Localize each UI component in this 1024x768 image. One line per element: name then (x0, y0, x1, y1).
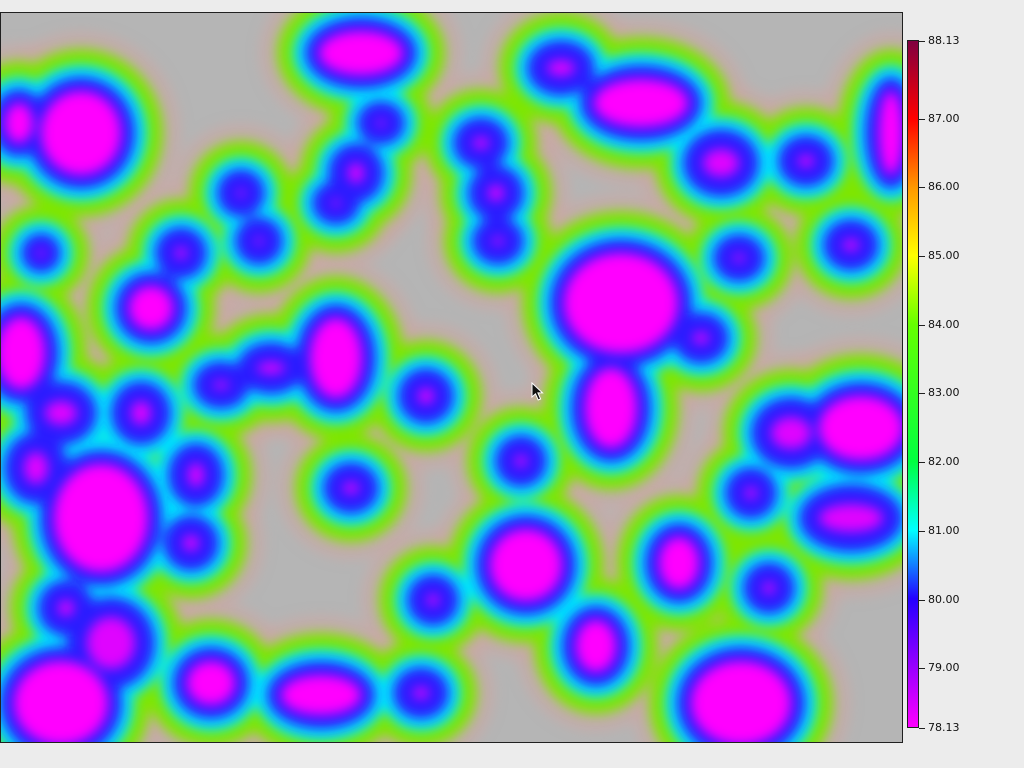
arrow-cursor-icon (531, 382, 544, 401)
heatmap-blob-core (58, 600, 74, 616)
heatmap-canvas[interactable] (1, 13, 903, 743)
heatmap-blob (490, 529, 562, 601)
colorbar-tick (919, 530, 925, 532)
heatmap-blob-core (488, 185, 504, 201)
heatmap-blob-core (237, 189, 245, 197)
heatmap-blob (5, 103, 33, 143)
heatmap-blob-core (87, 617, 135, 669)
colorbar-tick-label: 88.13 (928, 34, 960, 47)
heatmap-blob (819, 396, 902, 460)
heatmap-blob (319, 31, 403, 75)
heatmap-blob-core (798, 155, 814, 167)
heatmap-blob-core (257, 362, 285, 374)
heatmap-blob-core (348, 163, 364, 183)
heatmap-blob (310, 318, 362, 398)
heatmap-blob-core (418, 388, 434, 404)
colorbar-tick (919, 393, 925, 395)
heatmap-blob-core (131, 401, 151, 425)
heatmap-blob-core (37, 249, 45, 257)
colorbar-tick (919, 462, 925, 464)
heatmap-blob-core (703, 149, 739, 177)
heatmap-blob (41, 91, 121, 175)
heatmap-blob-core (255, 237, 263, 245)
colorbar-tick (919, 256, 925, 258)
heatmap-blob (576, 620, 616, 672)
colorbar-tick-label: 81.00 (928, 523, 960, 537)
heatmap-blob (879, 91, 902, 175)
heatmap-blob (659, 537, 699, 589)
heatmap-blob (129, 286, 173, 330)
heatmap-blob-core (377, 119, 385, 127)
heatmap-blob-core (332, 199, 340, 207)
heatmap-blob-core (183, 535, 199, 551)
heatmap-blob (281, 675, 361, 715)
heatmap-blob-core (175, 247, 187, 259)
colorbar-tick-label: 83.00 (928, 386, 960, 400)
heatmap-blob-core (213, 381, 229, 389)
colorbar-tick (919, 599, 925, 601)
heatmap-blob (187, 661, 235, 705)
colorbar-tick (919, 118, 925, 120)
colorbar-tick-label: 87.00 (928, 111, 960, 125)
heatmap-blob-core (771, 417, 811, 449)
heatmap-blob-core (763, 582, 775, 594)
heatmap-plot-area[interactable] (0, 12, 903, 743)
heatmap-magenta-layer (1, 31, 902, 742)
colorbar-tick-label: 80.00 (928, 592, 960, 606)
heatmap-blob-core (45, 401, 77, 425)
heatmap-blob (585, 368, 637, 448)
colorbar-tick-label: 79.00 (928, 661, 960, 675)
heatmap-blob (1, 317, 45, 389)
heatmap-blob (691, 661, 791, 742)
heatmap-blob-core (843, 239, 859, 251)
colorbar-tick-label: 82.00 (928, 455, 960, 469)
heatmap-blob-core (819, 504, 883, 532)
colorbar-tick (919, 668, 925, 670)
colorbar-tick (919, 41, 925, 42)
colorbar-tick-label: 84.00 (928, 317, 960, 331)
heatmap-blob-core (24, 452, 48, 484)
colorbar-tick-label: 86.00 (928, 180, 960, 194)
heatmap-blob-core (693, 332, 709, 344)
heatmap-blob (54, 464, 148, 572)
heatmap-blob-core (427, 594, 439, 606)
colorbar-tick (919, 324, 925, 326)
heatmap-blob-core (473, 137, 489, 149)
heatmap-blob-core (492, 237, 504, 245)
colorbar-tick-label: 78.13 (928, 721, 960, 734)
colorbar (907, 40, 919, 728)
colorbar-tick (919, 187, 925, 189)
heatmap-blob-core (515, 455, 527, 467)
heatmap-blob-core (547, 60, 575, 76)
heatmap-blob-core (343, 482, 359, 494)
heatmap-blob (14, 661, 108, 742)
colorbar-tick (919, 728, 925, 729)
heatmap-blob (594, 79, 688, 127)
heatmap-blob-core (188, 463, 204, 487)
heatmap-blob (564, 253, 678, 353)
heatmap-blob-core (745, 487, 757, 499)
colorbar-tick-label: 85.00 (928, 249, 960, 263)
heatmap-blob-core (733, 254, 745, 262)
heatmap-blob-core (413, 687, 429, 699)
